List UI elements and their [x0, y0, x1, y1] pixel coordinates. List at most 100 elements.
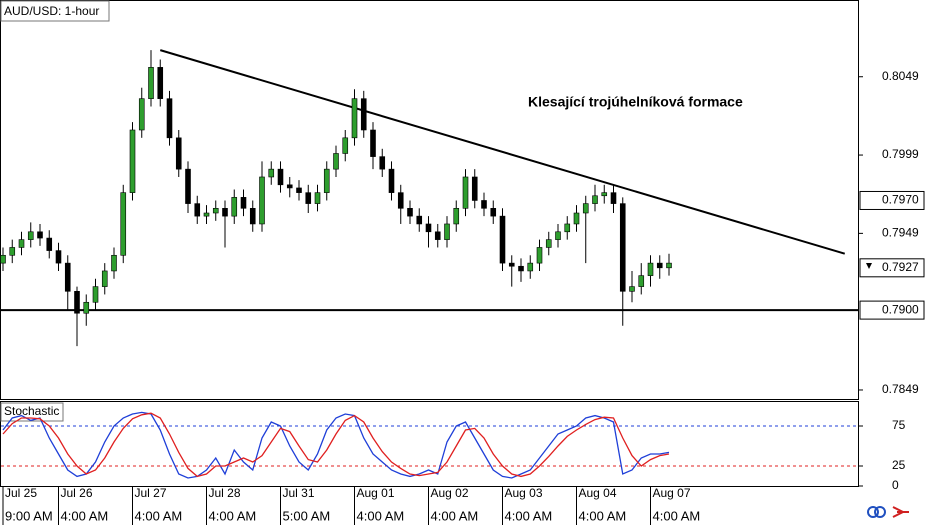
x-tick-time: 4:00 AM	[61, 508, 109, 523]
candle-body	[203, 212, 210, 217]
price-marker-label: 0.7900	[882, 302, 919, 316]
candle-body	[296, 187, 302, 193]
candle-body	[527, 262, 534, 272]
x-tick-time: 5:00 AM	[283, 508, 331, 523]
y-tick-label: 0.7949	[882, 226, 919, 240]
candle-body	[305, 192, 312, 204]
stochastic-pane-frame	[0, 401, 859, 487]
candle-body	[370, 129, 376, 157]
candle-body	[222, 208, 228, 217]
candle-body	[471, 176, 478, 201]
candle-body	[416, 215, 423, 225]
candle-body	[92, 286, 99, 303]
candle-body	[27, 231, 34, 240]
candle-body	[129, 129, 136, 193]
candle-body	[388, 168, 395, 193]
candle-body	[268, 168, 275, 178]
candle-body	[342, 137, 349, 154]
x-tick-time: 4:00 AM	[357, 508, 405, 523]
candle-body	[37, 231, 43, 239]
x-tick-label: Aug 03	[505, 486, 543, 500]
candle-body	[259, 176, 265, 225]
candle-body	[425, 223, 432, 233]
candle-body	[351, 98, 358, 139]
candle-body	[629, 286, 635, 292]
candle-body	[481, 200, 487, 209]
x-tick-time: 4:00 AM	[209, 508, 257, 523]
title-box	[0, 0, 110, 22]
candle-body	[573, 212, 580, 225]
candle-body	[666, 262, 672, 269]
y-tick-label: 25	[892, 458, 906, 472]
main-pane-frame	[0, 0, 859, 400]
x-tick-label: Aug 04	[579, 486, 617, 500]
candle-body	[111, 254, 117, 272]
candle-body	[564, 223, 571, 233]
x-tick-label: Jul 25	[5, 486, 37, 500]
candle-body	[333, 153, 339, 170]
candle-body	[555, 231, 561, 240]
candle-body	[592, 195, 598, 204]
price-marker-label: 0.7970	[882, 193, 919, 207]
candle-body	[194, 203, 201, 217]
y-tick-label: 0.7849	[882, 382, 919, 396]
candle-body	[166, 98, 173, 139]
candle-body	[360, 98, 367, 131]
candle-body	[444, 223, 450, 240]
chart-title: AUD/USD: 1-hour	[4, 4, 99, 18]
icon	[874, 506, 886, 518]
stochastic-line	[2, 412, 670, 478]
x-tick-label: Jul 31	[283, 486, 315, 500]
price-marker-label: 0.7927	[882, 260, 919, 274]
candle-body	[314, 192, 321, 204]
candle-body	[138, 98, 145, 131]
candle-body	[157, 67, 164, 99]
candle-body	[120, 192, 127, 256]
annotation: Klesající trojúhelníková formace	[528, 94, 743, 110]
candle-body	[536, 247, 543, 264]
candle-body	[240, 197, 247, 209]
footer-icons	[867, 506, 909, 518]
candle-body	[619, 203, 626, 292]
price-marker-box	[859, 300, 925, 320]
trend-line	[159, 49, 846, 255]
candle-body	[508, 262, 515, 267]
stochastic-title: Stochastic	[4, 404, 59, 418]
candle-body	[55, 250, 62, 264]
candle-body	[397, 192, 404, 209]
y-tick-label: 0.7999	[882, 147, 919, 161]
icon	[892, 506, 909, 518]
candle-body	[656, 262, 663, 269]
x-tick-label: Aug 02	[431, 486, 469, 500]
candle-body	[490, 208, 497, 217]
candle-body	[286, 184, 293, 189]
price-marker-box	[859, 258, 925, 278]
candle-body	[453, 208, 460, 225]
stochastic-line	[2, 411, 670, 479]
candle-body	[518, 265, 524, 272]
candle-body	[18, 239, 25, 248]
y-tick-label: 75	[892, 418, 906, 432]
x-tick-label: Aug 01	[357, 486, 395, 500]
candle-body	[638, 275, 645, 287]
x-tick-label: Jul 28	[209, 486, 241, 500]
x-tick-time: 9:00 AM	[5, 508, 53, 523]
x-tick-label: Aug 07	[653, 486, 691, 500]
x-tick-time: 4:00 AM	[579, 508, 627, 523]
current-price-arrow	[866, 263, 872, 269]
x-tick-label: Jul 26	[61, 486, 93, 500]
candle-body	[231, 197, 238, 217]
x-tick-time: 4:00 AM	[653, 508, 701, 523]
candle-body	[407, 208, 413, 217]
candle-body	[323, 168, 330, 193]
candle-body	[101, 270, 108, 287]
x-tick-label: Jul 27	[135, 486, 167, 500]
candle-body	[545, 239, 552, 248]
candle-body	[64, 262, 71, 292]
y-tick-label: 0.8049	[882, 69, 919, 83]
candle-body	[9, 247, 16, 256]
candle-body	[74, 291, 80, 314]
candle-body	[434, 231, 441, 240]
candle-body	[148, 67, 154, 99]
